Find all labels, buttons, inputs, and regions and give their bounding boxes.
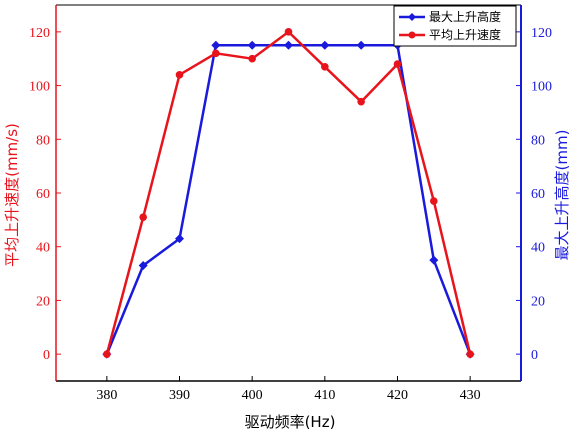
y-left-tick-label: 120 (29, 26, 50, 41)
legend: 最大上升高度 平均上升速度 (393, 5, 517, 47)
data-point-max-height (247, 40, 257, 50)
x-axis-title: 驱动频率(Hz) (245, 413, 336, 431)
legend-label-max-height: 最大上升高度 (429, 9, 501, 24)
y-right-tick-label: 40 (531, 241, 545, 256)
x-tick-label: 400 (242, 388, 263, 403)
y-left-axis-title: 平均上升速度(mm/s) (3, 123, 21, 267)
x-tick-label: 380 (96, 388, 117, 403)
axes-layer: 380 390 400 410 420 430 0 20 40 60 80 100 120 0 20 40 60… (29, 4, 552, 403)
legend-box (393, 5, 517, 47)
y-left-tick-label: 20 (36, 294, 50, 309)
data-point-avg-speed (321, 62, 329, 71)
data-point-max-height (429, 255, 439, 265)
data-point-max-height (211, 40, 221, 50)
data-point-avg-speed (430, 197, 438, 205)
data-point-avg-speed (466, 350, 474, 358)
data-point-avg-speed (139, 213, 147, 221)
data-point-max-height (175, 234, 185, 244)
data-point-max-height (284, 40, 293, 50)
data-point-avg-speed (248, 54, 256, 63)
y-left-tick-label: 100 (29, 80, 50, 95)
series-line-max-height (105, 44, 472, 355)
x-tick-label: 410 (314, 388, 335, 403)
y-right-tick-label: 80 (531, 133, 545, 148)
data-point-avg-speed (393, 60, 402, 68)
x-tick-label: 390 (169, 388, 190, 403)
legend-marker-avg-speed (408, 31, 416, 39)
x-tick-label: 430 (460, 388, 481, 403)
legend-marker-max-height (408, 13, 416, 21)
data-point-max-height (320, 40, 330, 50)
series-line-avg-speed (105, 30, 472, 355)
data-point-max-height (138, 261, 148, 271)
y-right-tick-label: 20 (531, 294, 545, 309)
y-right-tick-label: 100 (531, 80, 552, 95)
data-point-avg-speed (357, 97, 365, 106)
y-right-tick-label: 0 (531, 348, 538, 363)
y-right-axis-title: 最大上升高度(mm) (553, 130, 571, 261)
legend-label-avg-speed: 平均上升速度 (429, 27, 501, 42)
y-right-tick-label: 60 (531, 187, 545, 202)
x-tick-label: 420 (387, 388, 408, 403)
data-point-avg-speed (212, 49, 220, 58)
data-point-avg-speed (175, 71, 184, 79)
labels-layer: 驱动频率(Hz) 平均上升速度(mm/s) 最大上升高度(mm) (3, 123, 571, 431)
y-right-tick-label: 120 (531, 26, 552, 41)
data-point-avg-speed (284, 28, 293, 36)
series-layer (102, 28, 475, 359)
y-left-tick-label: 60 (36, 187, 50, 202)
y-left-tick-label: 0 (43, 348, 50, 363)
data-point-max-height (356, 40, 366, 50)
y-left-tick-label: 80 (36, 133, 50, 148)
data-point-avg-speed (103, 350, 111, 358)
y-left-tick-label: 40 (36, 241, 50, 256)
